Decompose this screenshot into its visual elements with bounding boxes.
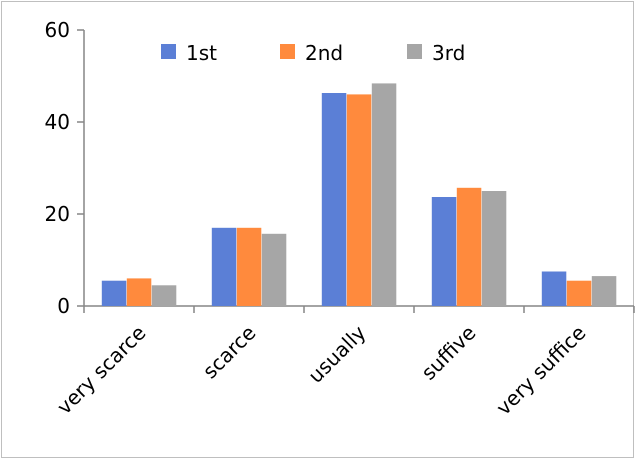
bar-2nd-suffive	[456, 187, 482, 306]
legend-label: 1st	[186, 41, 217, 65]
bar-1st-scarce	[211, 227, 237, 306]
y-tick-label: 60	[45, 18, 70, 42]
bar-2nd-scarce	[236, 227, 262, 306]
bar-3rd-usually	[371, 83, 397, 307]
x-category-label: very suffice	[491, 321, 590, 420]
legend-label: 2nd	[305, 41, 343, 65]
bar-1st-usually	[321, 93, 347, 306]
bar-1st-very-scarce	[101, 280, 127, 306]
bar-2nd-usually	[346, 94, 372, 307]
bar-3rd-very-suffice	[591, 276, 617, 306]
bar-3rd-very-scarce	[151, 285, 177, 306]
legend-swatch	[280, 44, 295, 59]
legend-label: 3rd	[432, 41, 465, 65]
x-category-label: scarce	[198, 321, 261, 384]
legend-swatch	[161, 44, 176, 59]
x-category-label: very scarce	[52, 321, 151, 420]
y-tick-label: 40	[45, 110, 70, 134]
y-tick-label: 20	[45, 202, 70, 226]
x-category-label: usually	[303, 320, 370, 387]
legend-swatch	[407, 44, 422, 59]
bar-1st-very-suffice	[541, 271, 567, 306]
bar-3rd-suffive	[481, 191, 507, 306]
bar-2nd-very-scarce	[126, 278, 152, 306]
chart-legend: 1st 2nd 3rd	[161, 41, 465, 65]
y-tick-label: 0	[57, 294, 70, 318]
bar-2nd-very-suffice	[566, 280, 592, 306]
x-category-label: suffive	[416, 321, 480, 385]
bar-1st-suffive	[431, 197, 457, 306]
chart-bars	[101, 83, 617, 307]
bar-3rd-scarce	[261, 233, 287, 306]
